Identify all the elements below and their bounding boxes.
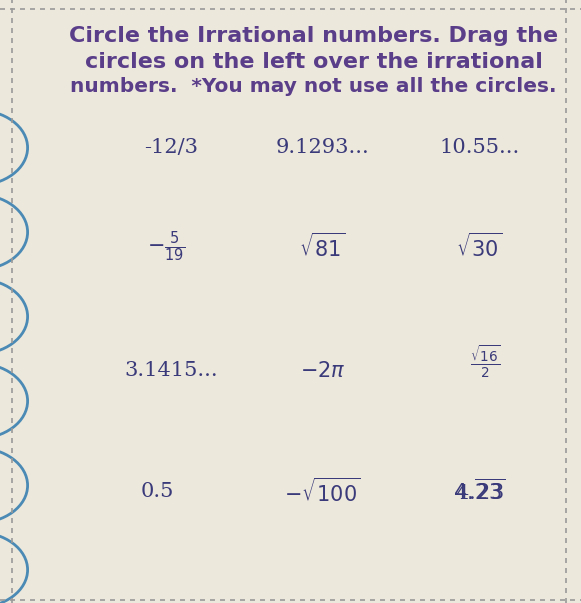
Ellipse shape [0,110,27,186]
Text: 9.1293...: 9.1293... [275,138,370,157]
Text: 0.5: 0.5 [140,482,174,501]
Text: $\sqrt{30}$: $\sqrt{30}$ [456,233,503,262]
Ellipse shape [0,363,27,439]
Ellipse shape [0,279,27,354]
Text: 10.55...: 10.55... [439,138,519,157]
Text: 3.1415...: 3.1415... [124,361,218,380]
Text: numbers.  *You may not use all the circles.: numbers. *You may not use all the circle… [70,77,557,96]
Text: $-2\pi$: $-2\pi$ [300,361,345,381]
Text: $-\sqrt{100}$: $-\sqrt{100}$ [284,477,361,506]
Ellipse shape [0,194,27,270]
Text: $\sqrt{81}$: $\sqrt{81}$ [299,233,346,262]
Ellipse shape [0,447,27,523]
Text: 4.$\overline{23}$: 4.$\overline{23}$ [455,479,504,504]
Text: $4.\overline{23}$: $4.\overline{23}$ [453,479,505,504]
Text: -12/3: -12/3 [145,138,198,157]
Ellipse shape [0,532,27,603]
Text: $-\frac{5}{19}$: $-\frac{5}{19}$ [146,230,185,265]
Text: circles on the left over the irrational: circles on the left over the irrational [85,51,543,72]
Text: $\frac{\sqrt{16}}{2}$: $\frac{\sqrt{16}}{2}$ [469,344,501,380]
Text: Circle the Irrational numbers. Drag the: Circle the Irrational numbers. Drag the [69,26,558,46]
